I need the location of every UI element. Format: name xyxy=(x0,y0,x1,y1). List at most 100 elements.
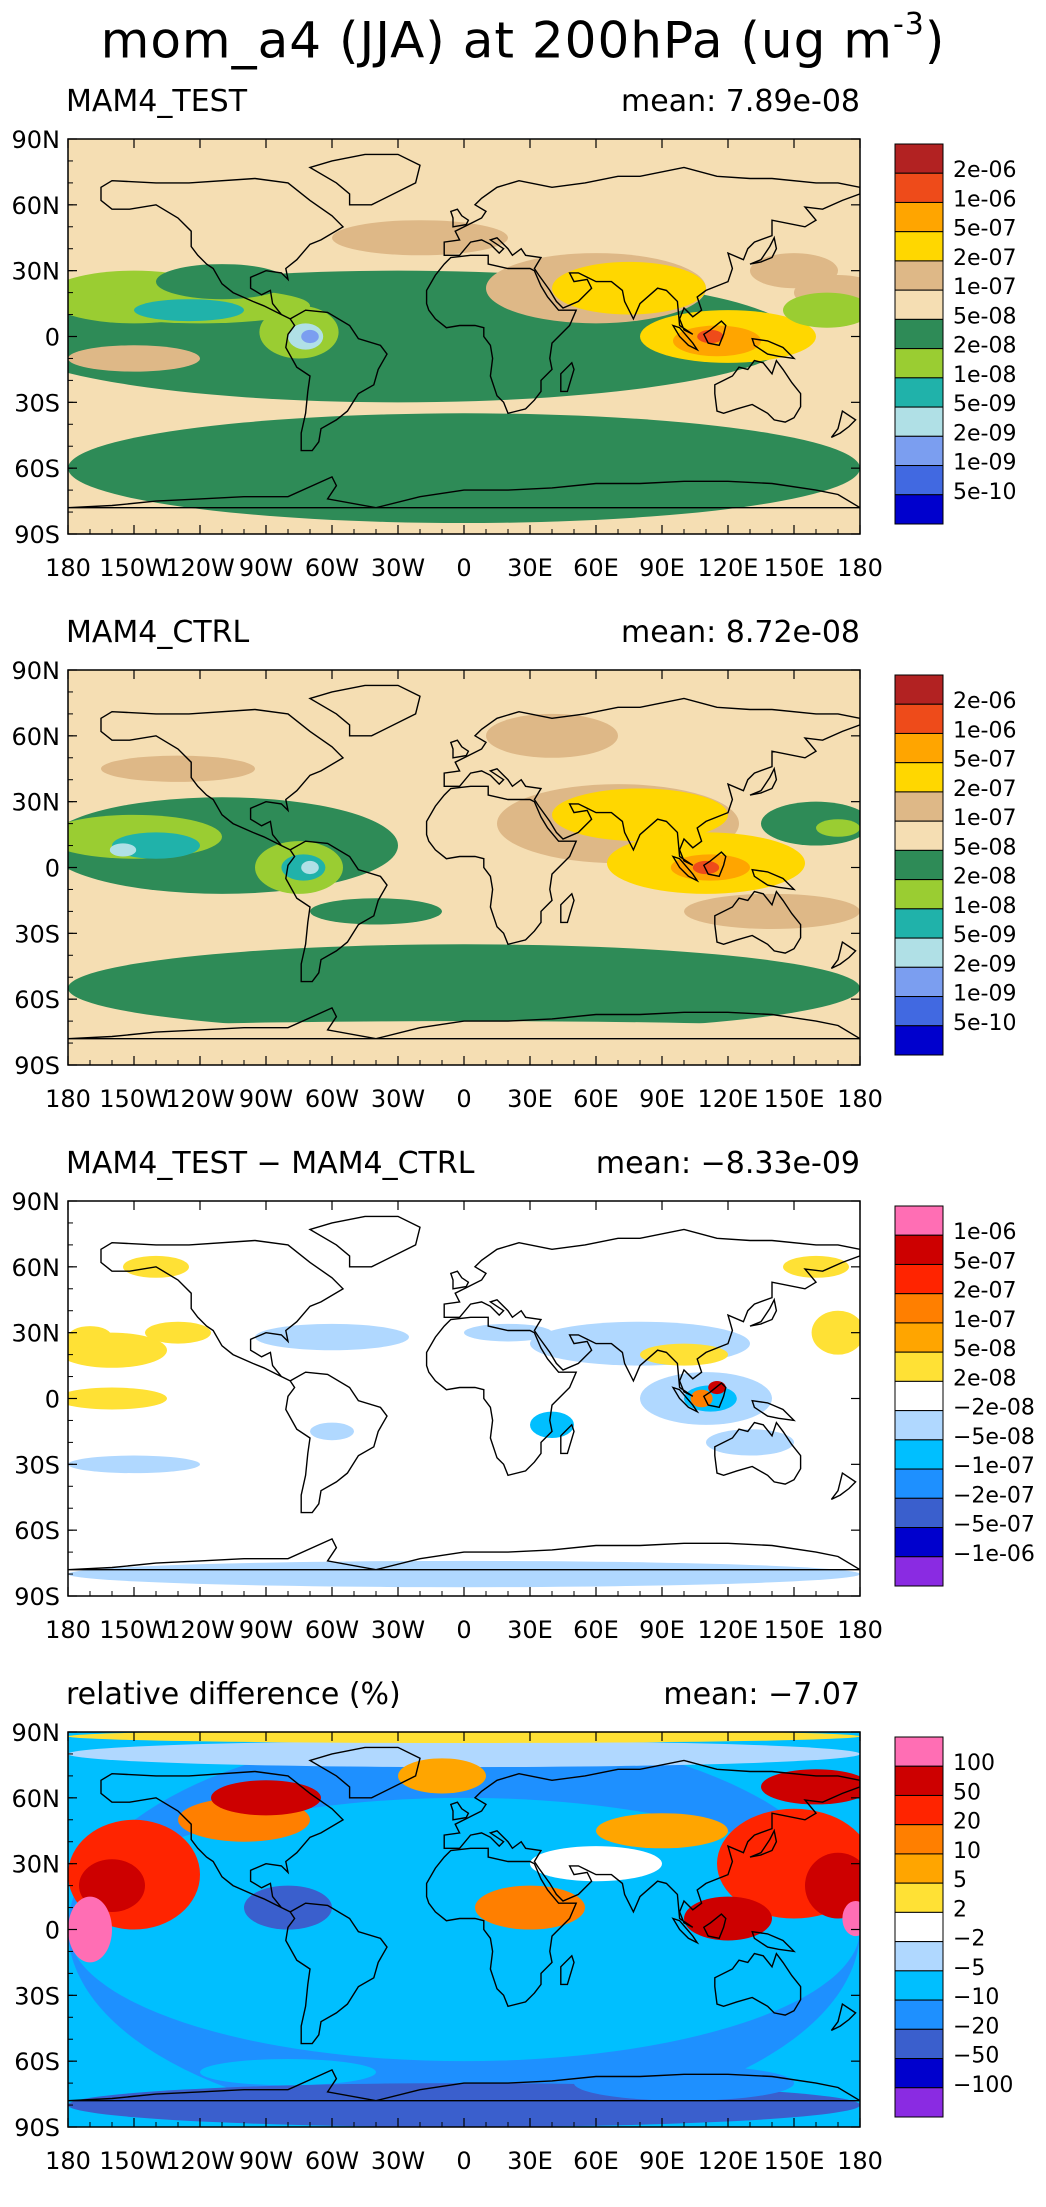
colorbar-label: −5e-08 xyxy=(953,1425,1035,1450)
coastline-antarctica xyxy=(68,475,860,509)
coastline-greenland xyxy=(308,1215,421,1268)
colorbar-swatch xyxy=(894,1322,944,1353)
lon-tick-label: 0 xyxy=(456,1616,471,1644)
colorbar-label: 5e-08 xyxy=(953,835,1016,860)
colorbar-label: 1e-08 xyxy=(953,894,1016,919)
colorbar-swatch xyxy=(894,1824,944,1855)
coastline-eurasia xyxy=(443,166,860,335)
lat-tick-label: 30S xyxy=(14,389,60,417)
colorbar-label: −2 xyxy=(953,1927,985,1952)
panel-mean: mean: 8.72e-08 xyxy=(621,615,860,650)
lon-tick-label: 90W xyxy=(239,554,293,582)
colorbar-label: −50 xyxy=(953,2044,999,2069)
coastline-madagascar xyxy=(560,1954,575,1986)
lon-tick-label: 90E xyxy=(639,2147,685,2175)
coastlines xyxy=(68,153,860,509)
colorbar-label: 1e-07 xyxy=(953,275,1016,300)
colorbar-swatch xyxy=(894,1970,944,2001)
colorbar-label: 10 xyxy=(953,1839,981,1864)
colorbar-label: 2e-08 xyxy=(953,334,1016,359)
lat-tick-label: 30N xyxy=(12,789,61,817)
contour-region xyxy=(552,788,728,842)
main-title: mom_a4 (JJA) at 200hPa (ug m-3) xyxy=(0,0,1046,72)
colorbar-label: 2 xyxy=(953,1897,967,1922)
contour-region xyxy=(783,1255,849,1278)
contour-region xyxy=(68,1387,167,1410)
coastlines xyxy=(68,1215,860,1571)
coastline-madagascar xyxy=(560,1423,575,1455)
panel-mam4-ctrl: MAM4_CTRL mean: 8.72e-08 180 150W 120W 90W 6… xyxy=(0,615,1046,1145)
lon-tick-label: 30E xyxy=(507,2147,553,2175)
coastline-new-zealand xyxy=(830,1471,857,1501)
lon-tick-label: 90W xyxy=(239,1616,293,1644)
contour-region xyxy=(697,329,724,344)
colorbar-label: 2e-08 xyxy=(953,1366,1016,1391)
lon-tick-label: 60W xyxy=(305,1085,359,1113)
contour-region xyxy=(684,1896,772,1941)
coastline-eurasia xyxy=(443,697,860,866)
coastline-australia xyxy=(714,1952,802,2016)
colorbar-label: 1e-07 xyxy=(953,1308,1016,1333)
colorbar-label: −100 xyxy=(953,2073,1013,2098)
panel-mean: mean: 7.89e-08 xyxy=(621,84,860,119)
contour-region xyxy=(255,1323,409,1351)
lon-tick-label: 180 xyxy=(837,554,883,582)
contour-region xyxy=(68,1021,860,1044)
panel-mam4-test: MAM4_TEST mean: 7.89e-08 180 150W 120W 90W 6… xyxy=(0,84,1046,614)
contour-region xyxy=(596,1813,728,1849)
contour-region xyxy=(783,292,860,328)
colorbar-label: −10 xyxy=(953,1985,999,2010)
colorbar-swatch xyxy=(894,762,944,793)
lon-tick-label: 150W xyxy=(99,2147,169,2175)
colorbar-swatch xyxy=(894,1882,944,1913)
coastline-south-america xyxy=(285,1371,388,1514)
lon-tick-label: 120W xyxy=(165,2147,235,2175)
colorbar-swatch xyxy=(894,1025,944,1056)
coastline-africa xyxy=(425,1316,578,1477)
colorbar-swatch xyxy=(894,1736,944,1767)
colorbar-label: 2e-09 xyxy=(953,952,1016,977)
colorbar-swatch xyxy=(894,820,944,851)
lon-tick-label: 180 xyxy=(837,1616,883,1644)
contour-region xyxy=(310,1422,354,1441)
colorbar-label: 5e-07 xyxy=(953,217,1016,242)
contour-region xyxy=(68,1326,112,1349)
contour-region xyxy=(145,1321,211,1344)
coastline-sumatra xyxy=(671,1386,700,1414)
lon-tick-label: 180 xyxy=(837,2147,883,2175)
lat-tick-label: 90N xyxy=(12,1188,61,1216)
coastline-borneo xyxy=(702,1382,727,1409)
contour-region xyxy=(842,1900,860,1937)
lon-tick-label: 150W xyxy=(99,1616,169,1644)
coastline-north-america xyxy=(100,1770,345,1913)
coastline-uk xyxy=(449,1801,470,1821)
coastline-africa xyxy=(425,254,578,415)
panel-title: MAM4_CTRL xyxy=(66,615,250,650)
lon-tick-label: 60W xyxy=(305,554,359,582)
contour-region xyxy=(68,1560,860,1588)
coastline-new-zealand xyxy=(830,409,857,439)
colorbar-swatch xyxy=(894,1556,944,1587)
colorbar-label: 1e-08 xyxy=(953,363,1016,388)
lon-tick-label: 0 xyxy=(456,2147,471,2175)
contour-region xyxy=(68,413,860,524)
coastline-japan xyxy=(749,766,778,796)
contour-region xyxy=(68,1896,112,1963)
coastline-australia xyxy=(714,359,802,423)
colorbar-swatch xyxy=(894,1941,944,1972)
colorbar-swatch xyxy=(894,1794,944,1826)
coastline-japan xyxy=(749,1828,778,1858)
contour-region xyxy=(805,1852,860,1919)
contour-region xyxy=(134,299,244,322)
coastlines xyxy=(68,684,860,1040)
lon-tick-label: 120W xyxy=(165,554,235,582)
lon-tick-label: 30E xyxy=(507,554,553,582)
contour-region xyxy=(552,261,706,315)
colorbar-swatch xyxy=(894,1380,944,1412)
lon-tick-label: 150W xyxy=(99,554,169,582)
lat-tick-label: 90S xyxy=(14,1052,60,1080)
colorbar-swatch xyxy=(894,318,944,350)
coastline-sumatra xyxy=(671,855,700,883)
colorbar-swatch xyxy=(894,908,944,939)
